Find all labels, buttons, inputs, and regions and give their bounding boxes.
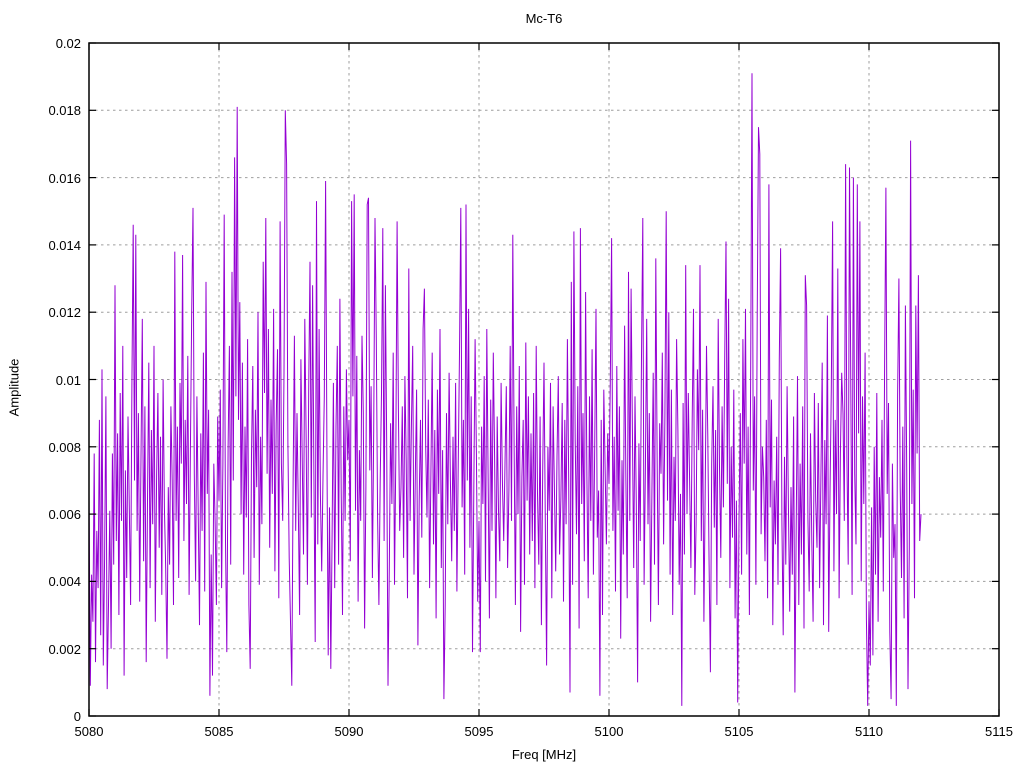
x-tick-label: 5105 bbox=[724, 724, 754, 739]
x-tick-label: 5085 bbox=[204, 724, 234, 739]
x-tick-label: 5115 bbox=[985, 724, 1013, 739]
x-tick-label: 5110 bbox=[855, 724, 883, 739]
x-tick-label: 5080 bbox=[74, 724, 104, 739]
x-tick-label: 5095 bbox=[464, 724, 494, 739]
y-tick-label: 0.01 bbox=[55, 372, 81, 388]
y-tick-label: 0.004 bbox=[48, 574, 81, 590]
chart-title: Mc-T6 bbox=[525, 11, 563, 26]
y-tick-label: 0.002 bbox=[48, 641, 81, 657]
x-tick-label: 5100 bbox=[594, 724, 624, 739]
x-axis-label: Freq [MHz] bbox=[511, 747, 577, 762]
x-tick-label: 5090 bbox=[334, 724, 364, 739]
y-tick-label: 0.012 bbox=[48, 305, 81, 321]
y-tick-label: 0.018 bbox=[48, 103, 81, 119]
y-tick-label: 0.016 bbox=[48, 170, 81, 186]
data-series-line bbox=[88, 73, 922, 706]
y-tick-label: 0.006 bbox=[48, 507, 81, 523]
y-tick-label: 0.02 bbox=[55, 36, 81, 51]
y-tick-label: 0 bbox=[73, 709, 81, 724]
y-tick-label: 0.014 bbox=[48, 237, 81, 253]
y-tick-label: 0.008 bbox=[48, 439, 81, 455]
y-axis-label: Amplitude bbox=[6, 358, 22, 417]
